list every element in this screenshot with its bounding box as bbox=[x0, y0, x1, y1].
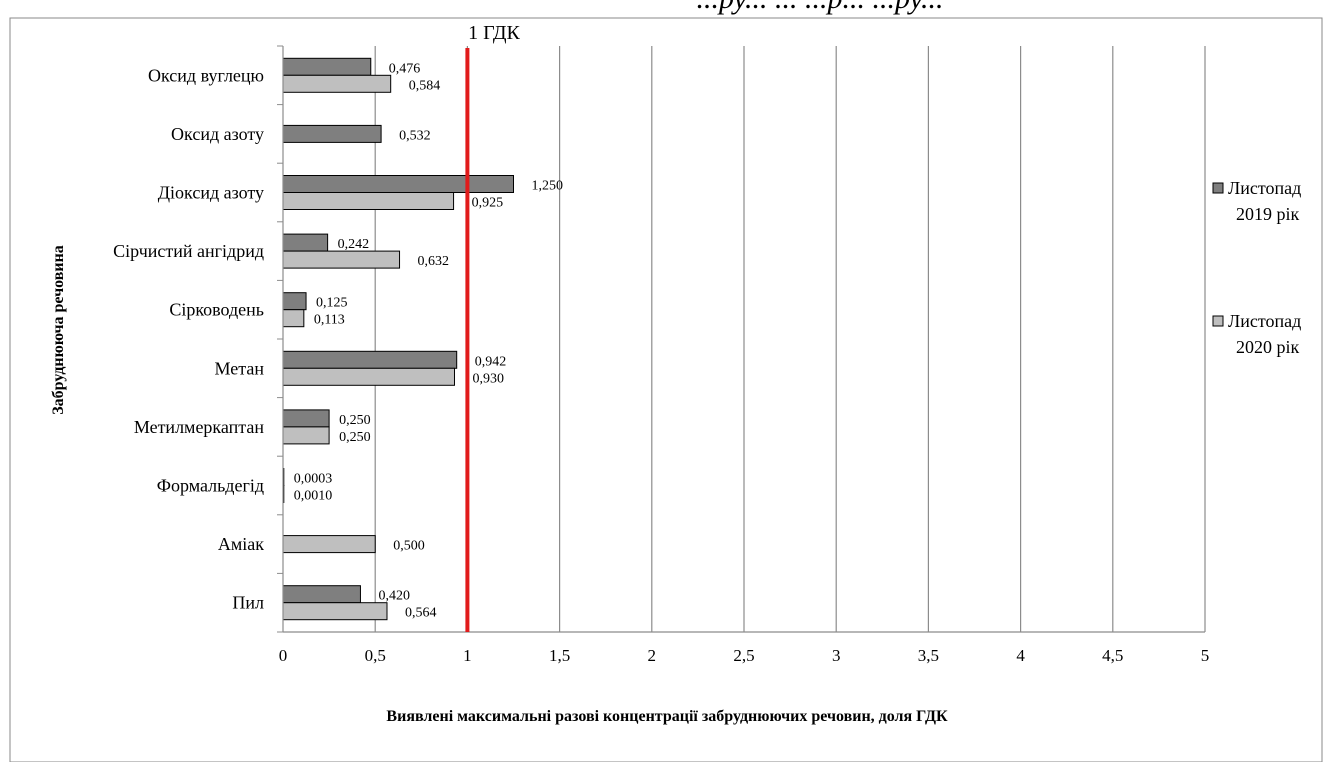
data-label: 0,632 bbox=[418, 254, 450, 269]
legend: Листопад 2019 рік Листопад 2020 рік bbox=[1212, 178, 1301, 357]
x-tick-label: 4 bbox=[1016, 646, 1025, 665]
grid-lines bbox=[374, 46, 1206, 632]
legend-label: 2020 рік bbox=[1236, 337, 1300, 357]
data-label: 0,125 bbox=[316, 296, 348, 311]
data-label: 0,476 bbox=[389, 61, 421, 76]
legend-label: Листопад bbox=[1228, 311, 1301, 331]
data-label: 0,0010 bbox=[294, 489, 333, 504]
data-label: 0,584 bbox=[409, 78, 441, 93]
x-tick-label: 0,5 bbox=[365, 646, 386, 665]
category-label: Сірчистий ангідрид bbox=[113, 241, 264, 261]
bar-2020 bbox=[282, 367, 455, 386]
data-label: 1,250 bbox=[532, 179, 564, 194]
category-label: Метан bbox=[215, 358, 265, 378]
bar-2020 bbox=[282, 74, 392, 93]
bars bbox=[282, 57, 514, 621]
legend-label: Листопад bbox=[1228, 178, 1301, 198]
bar-2019 bbox=[282, 175, 514, 193]
data-label: 0,500 bbox=[393, 539, 425, 554]
data-label: 0,250 bbox=[339, 430, 371, 445]
y-axis-title: Забруднююча речовина bbox=[50, 245, 67, 415]
threshold-label: 1 ГДК bbox=[468, 22, 520, 44]
data-label: 0,242 bbox=[338, 237, 370, 252]
bar-2020 bbox=[282, 250, 401, 269]
x-tick-label: 5 bbox=[1201, 646, 1210, 665]
bar-2019 bbox=[282, 124, 382, 143]
category-label: Метилмеркаптан bbox=[134, 417, 265, 437]
bar-2020 bbox=[282, 602, 388, 621]
threshold: 1 ГДК bbox=[465, 22, 521, 632]
axes: 0 0,5 1 1,5 2 2,5 3 3,5 4 4,5 5 Оксид вуглецю Оксид … bbox=[113, 45, 1210, 665]
bar-2020 bbox=[282, 192, 455, 210]
bar-2019 bbox=[282, 585, 361, 604]
data-labels: 0,476 0,584 0,532 1,250 0,925 0,242 0,632 0,125… bbox=[294, 61, 563, 620]
x-tick-label: 4,5 bbox=[1102, 646, 1123, 665]
data-label: 0,925 bbox=[472, 196, 504, 211]
bar-2019 bbox=[282, 292, 307, 311]
bar-2019 bbox=[282, 409, 330, 428]
legend-swatch bbox=[1212, 315, 1224, 327]
category-label: Формальдегід bbox=[157, 476, 264, 496]
x-tick-label: 3 bbox=[832, 646, 841, 665]
bar-2019 bbox=[282, 233, 329, 252]
x-tick-label: 3,5 bbox=[918, 646, 939, 665]
data-label: 0,0003 bbox=[294, 472, 333, 487]
data-label: 0,564 bbox=[405, 606, 437, 621]
bar-2020 bbox=[282, 535, 376, 554]
x-tick-label: 2,5 bbox=[733, 646, 754, 665]
x-tick-label: 1 bbox=[463, 646, 472, 665]
x-tick-label: 2 bbox=[648, 646, 657, 665]
data-label: 0,532 bbox=[399, 128, 431, 143]
x-axis-title: Виявлені максимальні разові концентрації… bbox=[386, 708, 948, 725]
category-label: Аміак bbox=[218, 534, 264, 554]
data-label: 0,250 bbox=[339, 413, 371, 428]
category-label: Оксид вуглецю bbox=[148, 65, 264, 85]
category-label: Пил bbox=[232, 593, 264, 613]
legend-swatch bbox=[1212, 182, 1224, 194]
x-tick-label: 0 bbox=[279, 646, 288, 665]
bar-2019 bbox=[282, 57, 372, 76]
legend-label: 2019 рік bbox=[1236, 204, 1300, 224]
data-label: 0,930 bbox=[472, 371, 504, 386]
bar-2019 bbox=[282, 350, 458, 369]
bar-2020 bbox=[282, 309, 305, 328]
header-fragment: ...ру... ... ...р... ...ру... bbox=[696, 0, 943, 15]
bar-2020 bbox=[282, 426, 330, 445]
data-label: 0,113 bbox=[314, 313, 345, 328]
category-label: Діоксид азоту bbox=[158, 183, 264, 203]
category-label: Оксид азоту bbox=[171, 124, 264, 144]
category-label: Сірководень bbox=[169, 300, 264, 320]
x-tick-label: 1,5 bbox=[549, 646, 570, 665]
data-label: 0,942 bbox=[475, 354, 507, 369]
data-label: 0,420 bbox=[378, 589, 410, 604]
